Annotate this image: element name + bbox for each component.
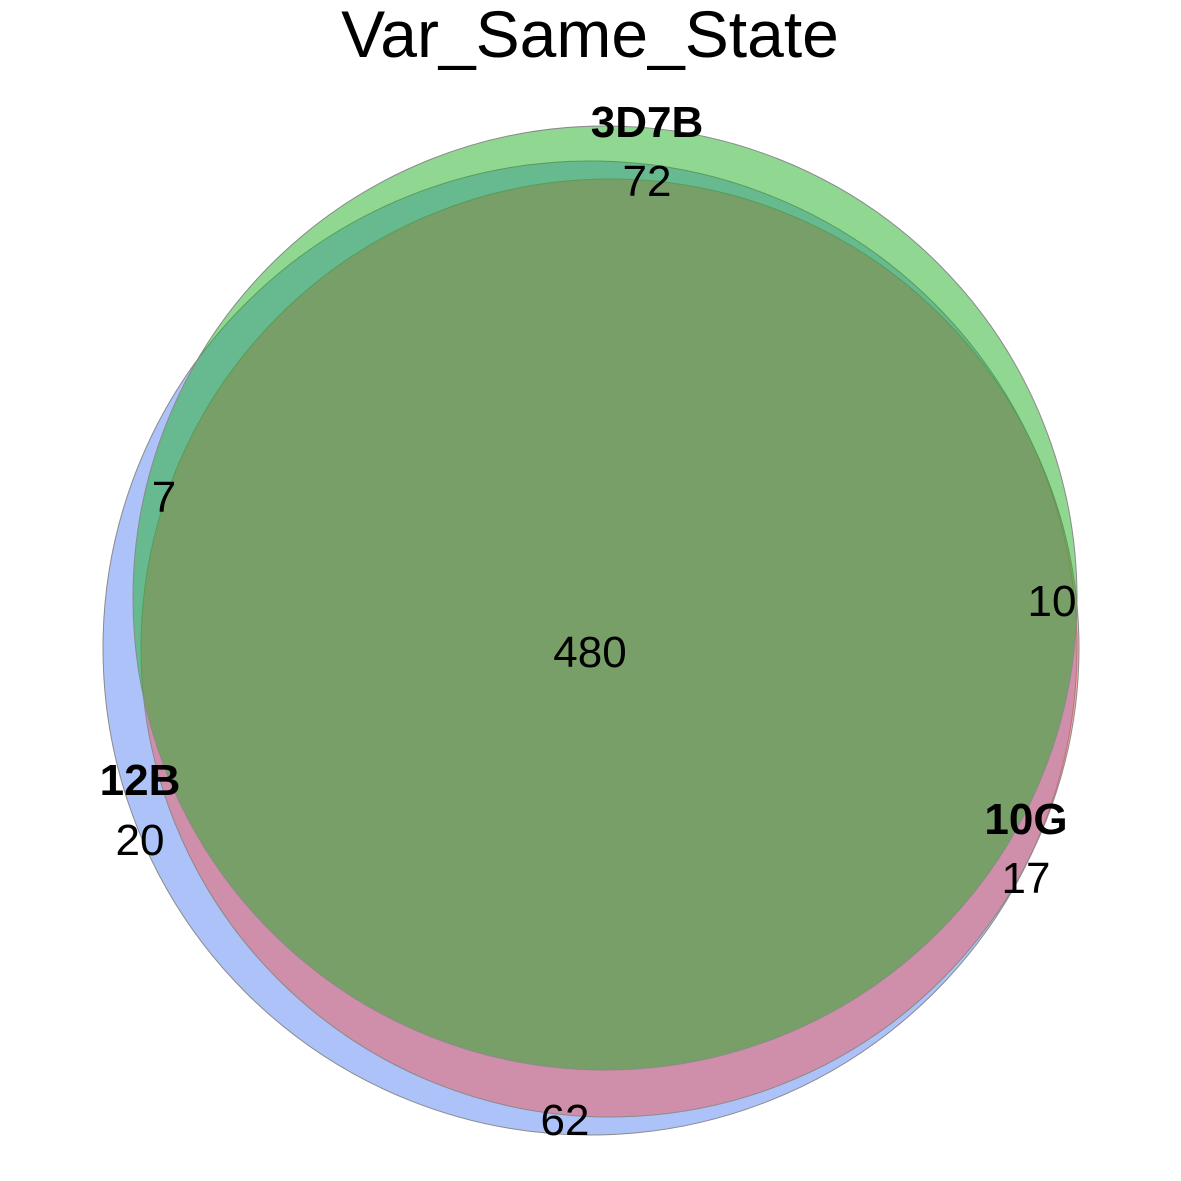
count-3D7B-12B: 7 [152,473,176,522]
count-only-12B: 20 [116,816,165,865]
count-only-3D7B: 72 [623,157,672,206]
set-label-12B: 12B [100,756,181,805]
set-label-3D7B: 3D7B [591,98,704,147]
count-3D7B-10G: 10 [1028,577,1077,626]
count-all-three: 480 [553,628,626,677]
count-12B-10G: 62 [541,1096,590,1145]
count-only-10G: 17 [1002,854,1051,903]
chart-title: Var_Same_State [341,0,839,71]
set-label-10G: 10G [984,795,1067,844]
circle-3D7B [132,125,1078,1071]
